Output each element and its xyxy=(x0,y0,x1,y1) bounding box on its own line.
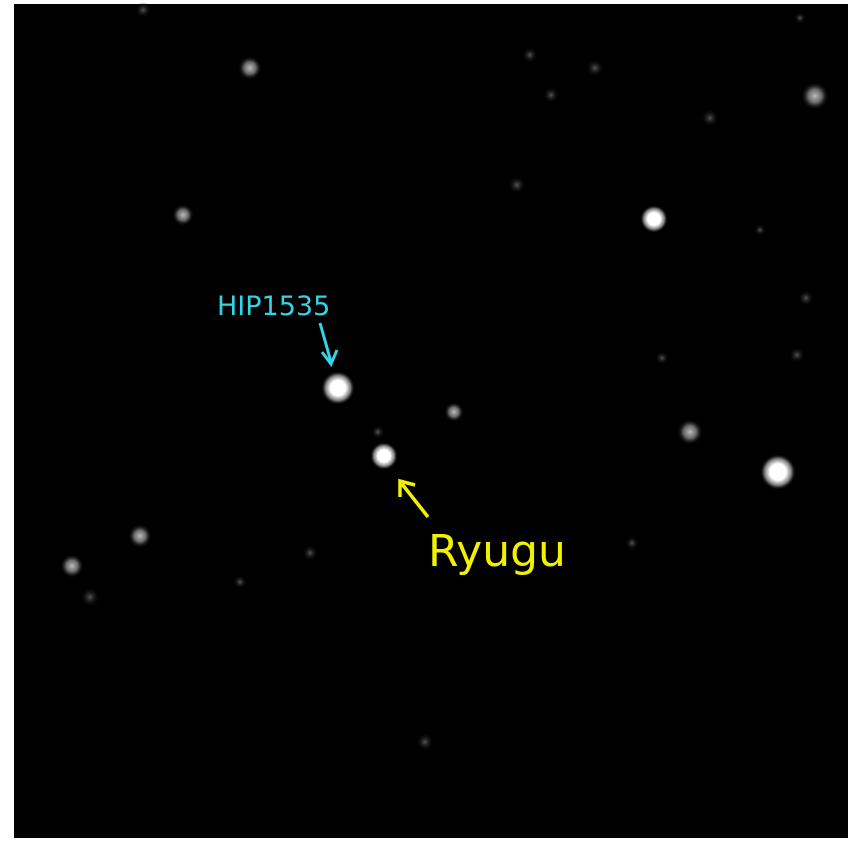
arrow-head xyxy=(320,349,339,367)
stars xyxy=(60,2,829,751)
star xyxy=(135,2,151,18)
star xyxy=(760,454,796,490)
star xyxy=(798,290,814,306)
star xyxy=(238,56,262,80)
star xyxy=(80,587,100,607)
star xyxy=(416,733,434,751)
star xyxy=(801,82,829,110)
star-label: HIP1535 xyxy=(217,291,330,322)
star xyxy=(522,47,538,63)
star xyxy=(172,204,194,226)
star xyxy=(371,425,385,439)
star xyxy=(543,87,559,103)
star xyxy=(677,419,703,445)
star xyxy=(794,12,806,24)
star xyxy=(60,554,84,578)
hip1535-annotation: HIP1535 xyxy=(217,291,339,367)
star xyxy=(640,205,668,233)
star xyxy=(370,442,398,470)
asteroid-label: Ryugu xyxy=(428,526,566,577)
star xyxy=(321,371,355,405)
star xyxy=(789,347,805,363)
sky-background xyxy=(14,4,848,838)
star xyxy=(701,109,719,127)
star xyxy=(586,59,604,77)
star xyxy=(444,402,464,422)
star xyxy=(508,176,526,194)
star xyxy=(625,536,639,550)
star xyxy=(233,575,247,589)
ryugu-annotation: Ryugu xyxy=(398,478,566,577)
star xyxy=(655,351,669,365)
star xyxy=(754,224,766,236)
arrow-shaft xyxy=(400,482,430,519)
star xyxy=(128,524,152,548)
star xyxy=(302,545,318,561)
arrow-shaft xyxy=(318,322,333,363)
arrow-head xyxy=(398,478,416,497)
